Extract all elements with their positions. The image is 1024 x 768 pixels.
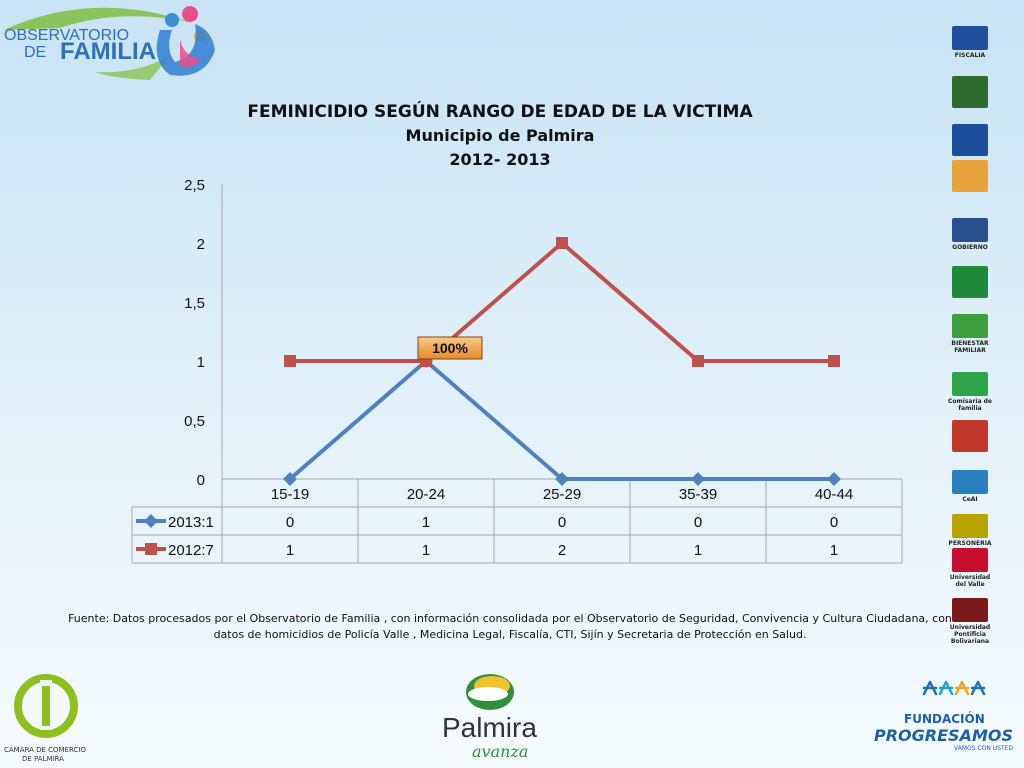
partner-logo [952,514,988,538]
partner-logo [952,124,988,156]
data-point [283,472,297,486]
y-tick-label: 2 [197,236,205,253]
partner-logo [952,470,988,494]
x-tick-label: 15-19 [271,486,309,503]
series-line-1 [290,241,834,363]
table-cell-value: 2 [558,542,566,559]
legend-label: 2013:1 [168,514,214,531]
progresamos-logo-graphic [922,680,986,696]
series-line-0 [288,359,834,481]
data-point [692,355,704,367]
camara-logo-graphic [14,674,78,738]
palmira-logo-main: Palmira [442,712,537,743]
table-cell-value: 0 [830,514,838,531]
partner-logo [952,76,988,108]
y-tick-label: 0 [197,472,205,489]
y-tick-label: 1,5 [184,295,205,312]
observatorio-logo-line1: OBSERVATORIO [4,27,130,44]
table-cell-value: 1 [286,542,294,559]
data-point [691,472,705,486]
source-note: Fuente: Datos procesados por el Observat… [60,611,960,643]
table-cell-value: 0 [694,514,702,531]
chart-title: FEMINICIDIO SEGÚN RANGO DE EDAD DE LA VI… [247,102,753,122]
partner-logo [952,420,988,452]
palmira-logo-graphic [466,674,514,710]
partner-logo [952,548,988,572]
legend-key-marker [145,543,157,555]
table-cell-value: 1 [830,542,838,559]
fundacion-progresamos-logo: FUNDACIÓN PROGRESAMOS VAMOS CON USTED [870,676,1020,766]
partner-logo-label: BIENESTAR FAMILIAR [951,340,989,354]
data-point [828,355,840,367]
progresamos-line3: VAMOS CON USTED [954,745,1014,752]
partner-logo [952,266,988,298]
observatorio-logo-line2a: DE [24,44,47,61]
y-tick-label: 1 [197,354,205,371]
partner-logo-label: Comisaría de familia [948,398,992,412]
palmira-avanza-logo: Palmira avanza [430,668,560,768]
x-tick-label: 20-24 [407,486,445,503]
y-tick-label: 0,5 [184,413,205,430]
data-point [556,237,568,249]
progresamos-line1: FUNDACIÓN [904,712,985,726]
legend-label: 2012:7 [168,542,214,559]
source-note-line1: Fuente: Datos procesados por el Observat… [68,612,952,625]
x-tick-label: 25-29 [543,486,581,503]
x-tick-label: 40-44 [815,486,853,503]
data-point [827,472,841,486]
partner-logo [952,218,988,242]
observatorio-familia-logo: OBSERVATORIO DE FAMILIA [0,0,230,90]
partner-logo-label: Universidad del Valle [949,574,991,588]
progresamos-line2: PROGRESAMOS [874,726,1013,745]
source-note-line2: datos de homicidios de Policía Valle , M… [213,628,807,641]
partner-logo-label: PERSONERIA [948,540,992,547]
observatorio-logo-line2b: FAMILIA [60,38,156,65]
camara-comercio-logo: CÁMARA DE COMERCIO DE PALMIRA [0,672,96,768]
table-cell-value: 1 [422,542,430,559]
legend-key-marker [144,514,158,528]
partner-logo-label: Universidad Pontificia Bolivariana [949,624,991,645]
chart-title-block: FEMINICIDIO SEGÚN RANGO DE EDAD DE LA VI… [200,100,800,172]
annotation-label: 100% [432,340,468,356]
observatorio-logo-graphic [4,6,215,80]
palmira-logo-sub: avanza [472,742,529,761]
partner-logo [952,160,988,192]
partner-logo [952,598,988,622]
table-cell-value: 1 [694,542,702,559]
partner-logo-label: FISCALIA [954,52,986,59]
chart-subtitle-years: 2012- 2013 [449,150,551,169]
partner-logo [952,26,988,50]
partner-logo [952,314,988,338]
y-tick-label: 2,5 [184,177,205,194]
data-point [555,472,569,486]
camara-logo-line2: DE PALMIRA [22,755,64,763]
partner-logo-label: GOBIERNO [952,244,988,251]
camara-logo-line1: CÁMARA DE COMERCIO [4,746,86,754]
annotation-box [417,336,483,360]
x-tick-label: 35-39 [679,486,717,503]
table-cell-value: 1 [422,514,430,531]
table-cell-value: 0 [286,514,294,531]
partner-logo [952,372,988,396]
partner-logo-label: CeAI [962,496,978,503]
data-point [284,355,296,367]
table-cell-value: 0 [558,514,566,531]
chart-subtitle: Municipio de Palmira [405,126,595,145]
